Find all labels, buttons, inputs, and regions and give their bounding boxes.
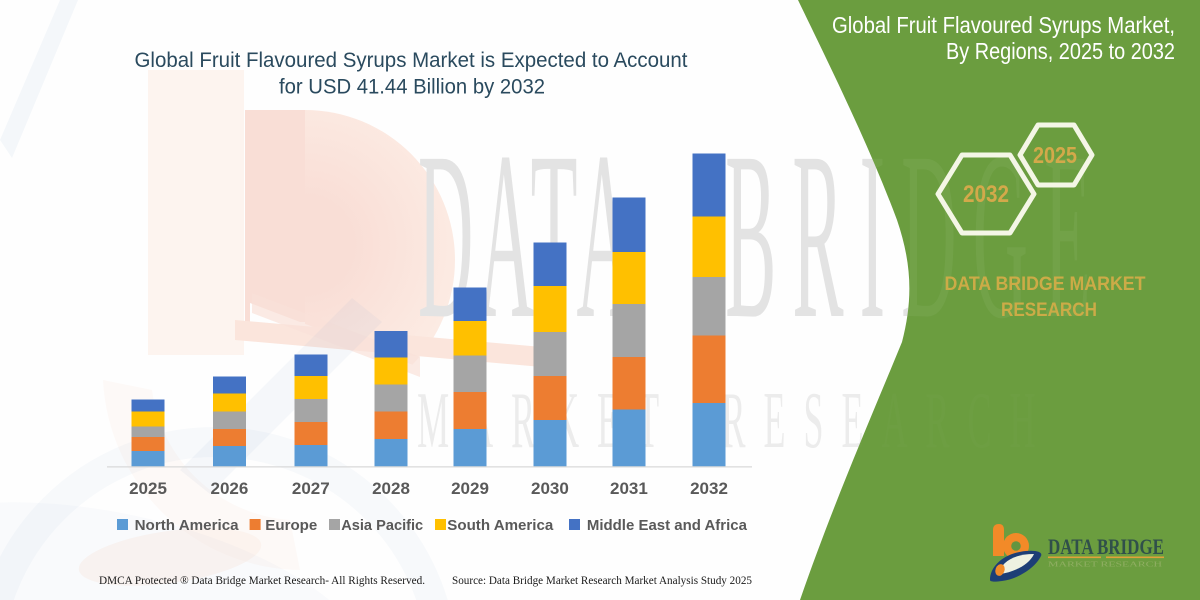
- svg-text:2025: 2025: [129, 479, 167, 498]
- svg-text:DATA BRIDGE: DATA BRIDGE: [1048, 534, 1164, 559]
- svg-text:2026: 2026: [210, 479, 248, 498]
- svg-text:2032: 2032: [963, 181, 1009, 208]
- svg-text:By Regions, 2025 to 2032: By Regions, 2025 to 2032: [946, 38, 1175, 64]
- svg-text:Europe: Europe: [265, 517, 317, 534]
- svg-text:2025: 2025: [1033, 142, 1077, 168]
- svg-text:for USD 41.44 Billion by 2032: for USD 41.44 Billion by 2032: [279, 76, 545, 99]
- svg-text:South America: South America: [447, 517, 554, 534]
- svg-text:DATA BRIDGE MARKET: DATA BRIDGE MARKET: [945, 273, 1146, 295]
- svg-text:Source: Data Bridge Market Res: Source: Data Bridge Market Research Mark…: [452, 575, 752, 587]
- svg-text:Asia Pacific: Asia Pacific: [341, 517, 423, 534]
- svg-text:Middle East and Africa: Middle East and Africa: [587, 517, 748, 534]
- svg-text:North America: North America: [135, 517, 240, 534]
- svg-text:Global Fruit Flavoured Syrups: Global Fruit Flavoured Syrups Market,: [832, 12, 1175, 38]
- svg-text:2030: 2030: [531, 479, 569, 498]
- svg-text:2028: 2028: [372, 479, 410, 498]
- svg-text:2027: 2027: [292, 479, 330, 498]
- svg-text:2029: 2029: [451, 479, 489, 498]
- svg-text:Global Fruit Flavoured Syrups: Global Fruit Flavoured Syrups Market is …: [135, 49, 688, 72]
- svg-text:DMCA Protected ® Data Bridge M: DMCA Protected ® Data Bridge Market Rese…: [99, 575, 425, 587]
- svg-text:2032: 2032: [690, 479, 728, 498]
- svg-text:DATA: DATA: [418, 102, 637, 369]
- svg-text:2031: 2031: [610, 479, 648, 498]
- svg-text:RESEARCH: RESEARCH: [1001, 299, 1097, 321]
- svg-text:MARKET RESEARCH: MARKET RESEARCH: [1048, 560, 1163, 569]
